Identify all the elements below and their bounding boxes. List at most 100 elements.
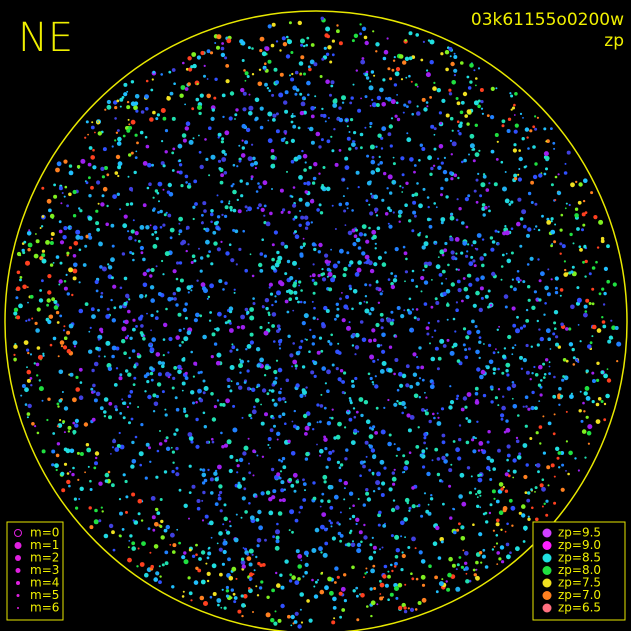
star <box>352 242 357 247</box>
star <box>534 486 538 490</box>
star <box>53 194 58 199</box>
star <box>312 428 315 431</box>
star <box>86 447 92 453</box>
star <box>178 163 183 167</box>
star <box>292 217 296 221</box>
star <box>275 40 279 43</box>
star <box>225 585 229 590</box>
star <box>411 536 416 542</box>
star <box>122 223 128 229</box>
star <box>563 260 567 263</box>
star <box>490 86 495 91</box>
star <box>433 329 437 332</box>
star <box>292 342 296 345</box>
star <box>323 435 326 439</box>
star <box>369 376 373 381</box>
star <box>160 161 165 166</box>
star <box>578 245 582 248</box>
star <box>242 91 247 96</box>
star <box>554 290 559 295</box>
star <box>550 220 553 223</box>
star <box>529 129 533 133</box>
star <box>311 242 316 247</box>
star <box>351 379 355 383</box>
star <box>558 386 562 391</box>
star <box>191 107 195 111</box>
star <box>362 503 366 507</box>
star <box>56 321 60 324</box>
star <box>308 126 314 132</box>
star <box>224 205 229 210</box>
star <box>157 211 160 214</box>
star <box>242 451 247 456</box>
star <box>368 260 373 266</box>
star <box>98 241 103 247</box>
star <box>274 300 278 303</box>
star <box>128 126 133 130</box>
star <box>115 408 118 412</box>
star <box>348 131 351 133</box>
star <box>472 159 476 163</box>
star <box>522 117 524 119</box>
star <box>462 327 467 331</box>
star <box>517 197 522 202</box>
star <box>304 570 308 575</box>
star <box>448 47 453 51</box>
star <box>475 77 478 80</box>
star <box>221 588 224 591</box>
star <box>339 297 342 301</box>
star <box>264 538 267 542</box>
star <box>298 61 304 66</box>
star <box>442 291 447 297</box>
star <box>360 59 366 65</box>
star <box>66 479 71 485</box>
star <box>88 194 92 198</box>
star <box>475 349 480 355</box>
star <box>36 374 39 377</box>
star <box>560 487 565 492</box>
star <box>232 208 237 213</box>
star <box>420 58 424 62</box>
star <box>527 298 531 302</box>
star <box>235 459 239 462</box>
star <box>63 195 66 198</box>
star <box>144 94 150 99</box>
star <box>53 305 59 310</box>
star <box>363 535 368 540</box>
star <box>129 251 133 254</box>
star <box>371 381 374 384</box>
star <box>31 317 34 320</box>
star <box>430 166 434 171</box>
star <box>161 364 165 369</box>
star <box>164 561 169 566</box>
star <box>319 505 322 508</box>
star <box>49 213 55 219</box>
star <box>377 358 379 361</box>
star <box>27 351 30 355</box>
star <box>506 258 512 264</box>
star <box>325 465 329 469</box>
star <box>279 72 284 77</box>
star <box>535 431 539 435</box>
star <box>591 302 595 306</box>
star <box>349 517 352 521</box>
star <box>449 385 452 388</box>
star <box>452 317 456 321</box>
star <box>205 239 210 245</box>
star <box>554 223 557 226</box>
star <box>287 39 292 45</box>
star <box>538 328 541 331</box>
star <box>232 189 237 195</box>
star <box>321 277 327 282</box>
star <box>197 105 202 110</box>
star <box>355 522 358 526</box>
star <box>369 543 373 547</box>
star <box>399 185 402 188</box>
star <box>330 84 334 88</box>
star <box>161 259 164 263</box>
star <box>206 579 210 583</box>
star <box>521 137 525 141</box>
star <box>387 206 391 210</box>
star <box>426 105 429 108</box>
